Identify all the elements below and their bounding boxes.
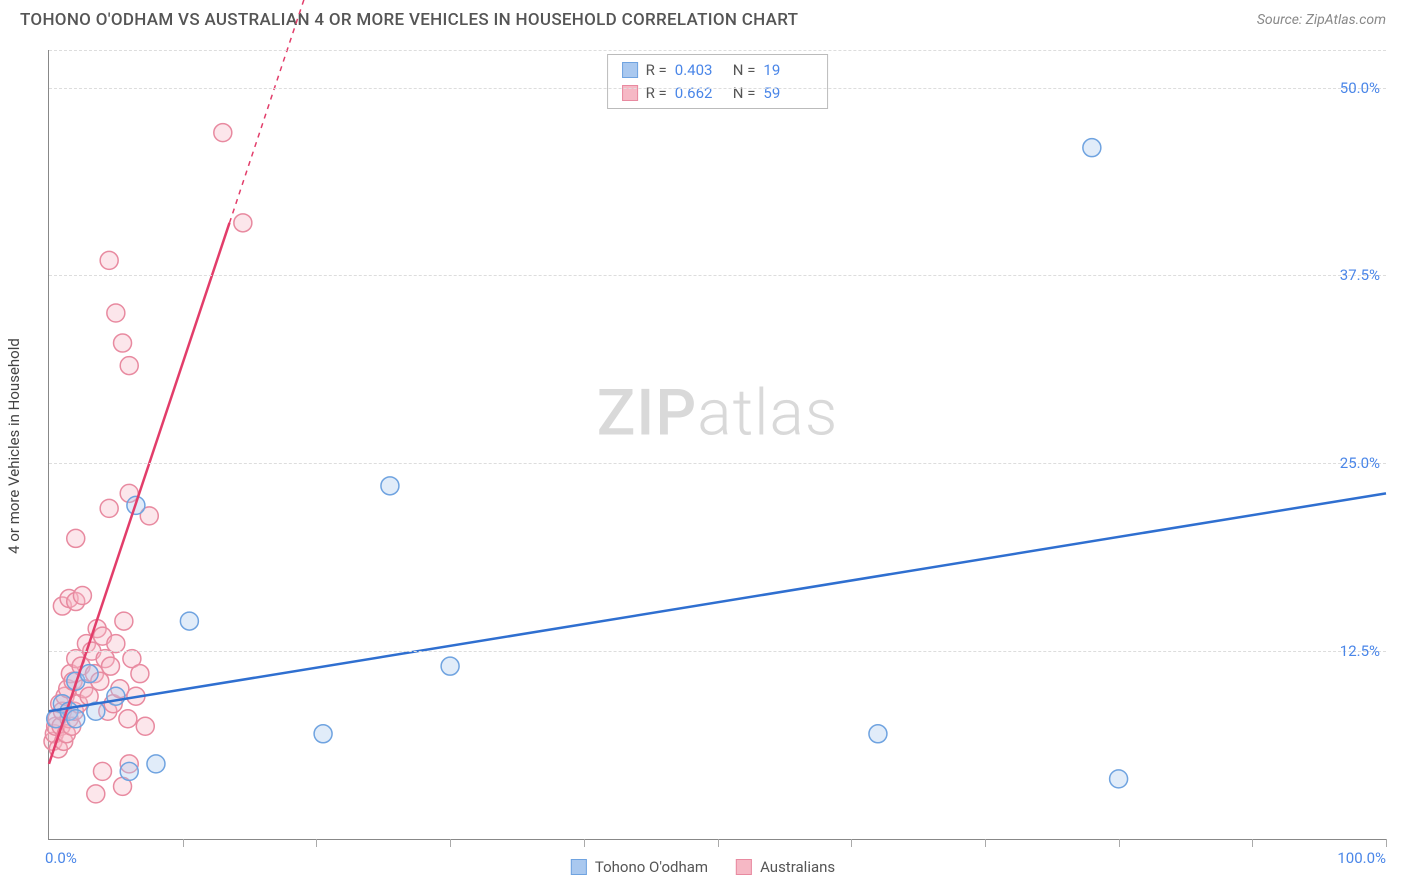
gridline [49, 463, 1386, 464]
legend-swatch-series1 [571, 859, 587, 875]
chart-title: TOHONO O'ODHAM VS AUSTRALIAN 4 OR MORE V… [20, 10, 798, 30]
gridline [49, 651, 1386, 652]
x-tick [718, 839, 719, 847]
x-tick [584, 839, 585, 847]
x-tick [985, 839, 986, 847]
x-tick [183, 839, 184, 847]
y-axis-label: 37.5% [1340, 266, 1380, 284]
x-axis-max-label: 100.0% [1337, 849, 1386, 867]
source-attribution: Source: ZipAtlas.com [1257, 12, 1386, 28]
x-tick [851, 839, 852, 847]
chart-plot-area: ZIPatlas R = 0.403 N = 19 R = 0.662 N = … [48, 50, 1386, 840]
legend-swatch-series2 [736, 859, 752, 875]
x-tick [1386, 839, 1387, 847]
x-tick [450, 839, 451, 847]
legend-item-series1: Tohono O'odham [571, 858, 708, 876]
x-tick [1119, 839, 1120, 847]
y-axis-title: 4 or more Vehicles in Household [5, 338, 23, 554]
y-axis-label: 50.0% [1340, 79, 1380, 97]
x-axis-min-label: 0.0% [45, 849, 77, 867]
y-axis-label: 25.0% [1340, 454, 1380, 472]
gridline [49, 50, 1386, 51]
scatter-svg [49, 50, 1386, 839]
gridline [49, 88, 1386, 89]
x-tick [1252, 839, 1253, 847]
legend-item-series2: Australians [736, 858, 835, 876]
gridline [49, 275, 1386, 276]
x-tick [316, 839, 317, 847]
bottom-legend: Tohono O'odham Australians [571, 858, 835, 876]
y-axis-label: 12.5% [1340, 642, 1380, 660]
